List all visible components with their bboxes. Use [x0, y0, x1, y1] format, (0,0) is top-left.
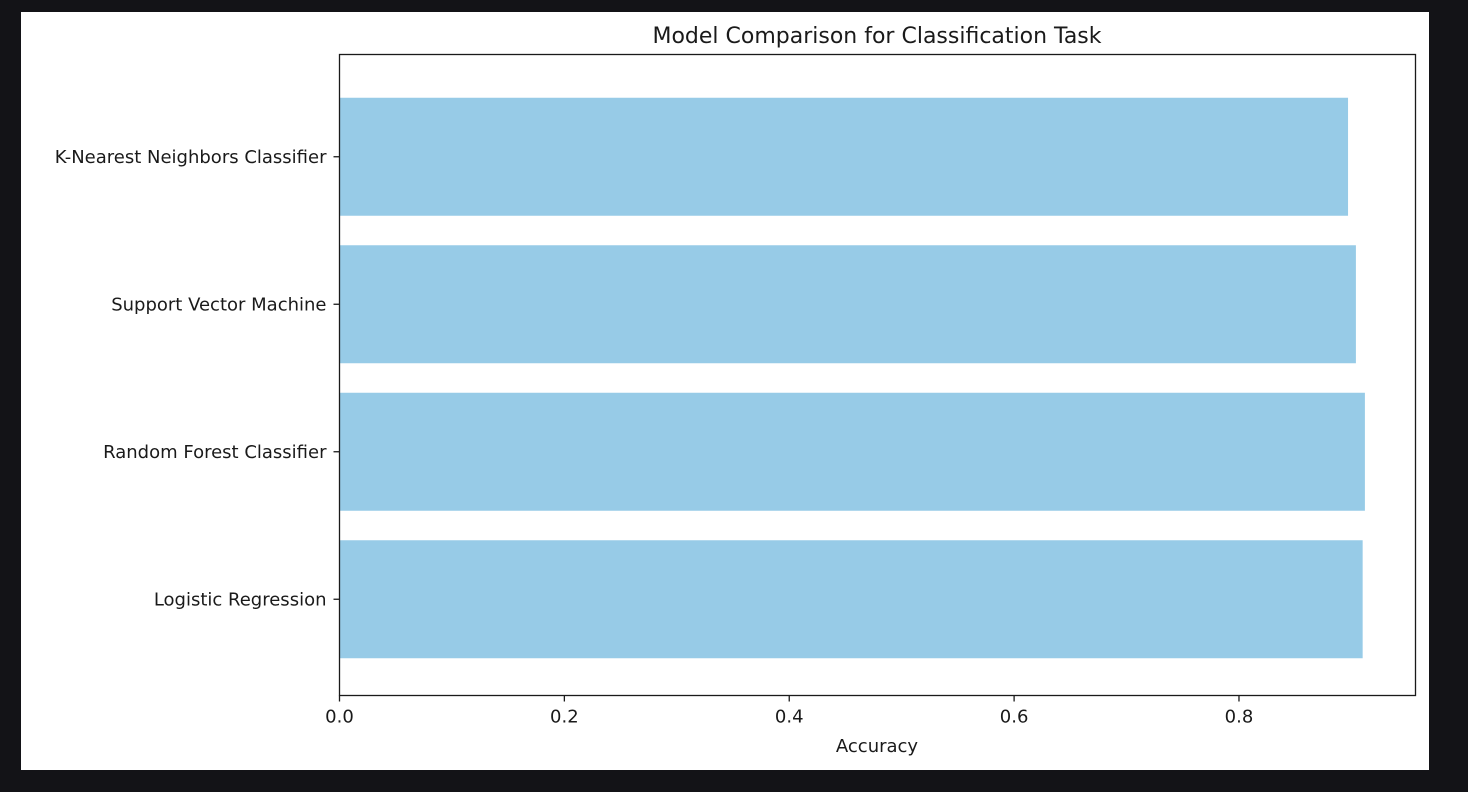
y-tick-label: Logistic Regression	[154, 589, 327, 610]
bar-logistic-regression	[339, 540, 1363, 659]
figure: Model Comparison for Classification Task…	[21, 12, 1429, 770]
chart-title: Model Comparison for Classification Task	[652, 24, 1101, 49]
y-axis-ticks: Logistic Regression Random Forest Classif…	[55, 147, 340, 610]
y-tick-label: K-Nearest Neighbors Classifier	[55, 147, 327, 168]
x-tick-label: 0.6	[1000, 707, 1029, 728]
plot-area-frame	[338, 53, 1417, 697]
x-axis-label: Accuracy	[836, 736, 919, 757]
y-tick-label: Support Vector Machine	[111, 294, 326, 315]
x-tick-label: 0.8	[1225, 707, 1254, 728]
y-tick-label: Random Forest Classifier	[103, 442, 327, 463]
x-axis-ticks: 0.0 0.2 0.4 0.6 0.8	[325, 695, 1254, 728]
bars-group	[339, 97, 1365, 659]
x-tick-label: 0.2	[550, 707, 579, 728]
x-tick-label: 0.4	[775, 707, 804, 728]
bar-support-vector-machine	[339, 245, 1356, 364]
bar-k-nearest-neighbors-classifier	[339, 97, 1349, 216]
x-tick-label: 0.0	[325, 707, 354, 728]
bar-random-forest-classifier	[339, 392, 1365, 511]
bar-chart: Model Comparison for Classification Task…	[55, 24, 1417, 757]
